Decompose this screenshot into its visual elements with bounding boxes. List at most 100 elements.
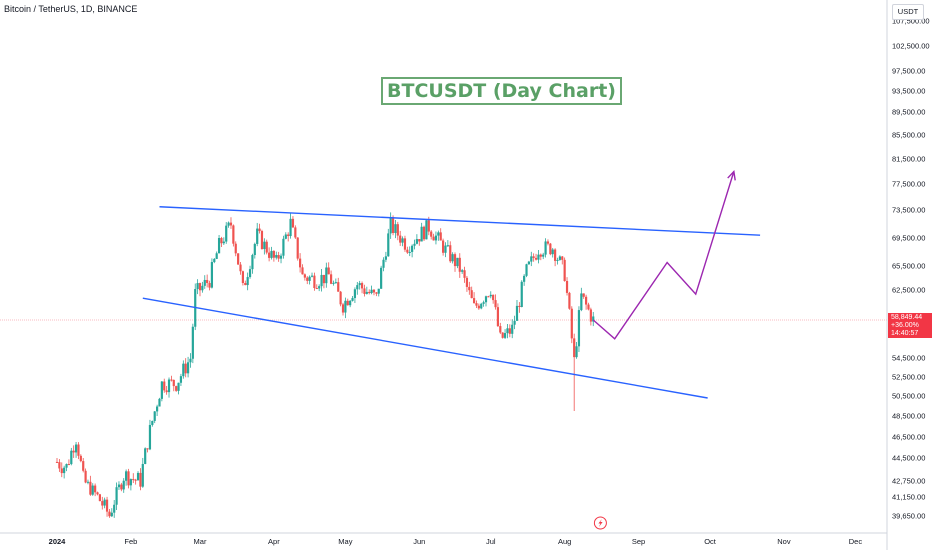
candle xyxy=(539,253,542,261)
price-tick-label: 46,500.00 xyxy=(892,433,925,442)
candle xyxy=(127,468,130,489)
candle xyxy=(403,235,407,252)
candle xyxy=(84,468,87,484)
candle xyxy=(110,508,113,518)
candle xyxy=(580,287,583,312)
candle xyxy=(585,294,588,310)
candle xyxy=(206,274,209,288)
price-tick-label: 69,500.00 xyxy=(892,234,925,243)
candle xyxy=(523,274,526,286)
candle xyxy=(542,252,545,260)
candle xyxy=(411,244,414,258)
candle xyxy=(310,272,314,278)
current-price-badge: 58,849.44 +36.00% 14:40:57 xyxy=(888,313,932,338)
candle xyxy=(513,315,516,330)
candle xyxy=(534,253,538,261)
candle xyxy=(60,462,63,478)
candle xyxy=(153,411,156,424)
candle xyxy=(170,375,173,382)
price-tick-label: 97,500.00 xyxy=(892,67,925,76)
candle xyxy=(108,508,111,518)
price-tick-label: 41,150.00 xyxy=(892,493,925,502)
candle xyxy=(103,497,106,509)
candle xyxy=(484,295,488,307)
lower-trendline[interactable] xyxy=(142,297,708,399)
candle xyxy=(346,298,349,306)
symbol-title[interactable]: Bitcoin / TetherUS, 1D, BINANCE xyxy=(4,4,138,14)
candle xyxy=(232,224,235,247)
candle xyxy=(241,270,244,286)
candle xyxy=(210,258,214,289)
candle xyxy=(163,378,166,393)
candle xyxy=(363,284,366,297)
candle xyxy=(546,239,550,246)
candle xyxy=(327,262,330,275)
candle xyxy=(492,294,495,304)
current-price: 58,849.44 xyxy=(891,314,923,321)
candle xyxy=(315,284,318,290)
candle xyxy=(329,270,333,285)
candle xyxy=(248,265,252,279)
candle xyxy=(461,268,464,274)
candle xyxy=(399,230,402,246)
candle xyxy=(325,262,328,288)
candle xyxy=(573,333,576,411)
candle xyxy=(113,500,116,518)
candle xyxy=(222,237,225,246)
candle xyxy=(456,257,459,269)
candle xyxy=(105,496,109,517)
time-tick-label: 2024 xyxy=(49,537,67,546)
price-tick-label: 77,500.00 xyxy=(892,180,925,189)
candle xyxy=(494,294,497,310)
upper-trendline[interactable] xyxy=(159,206,761,236)
candle xyxy=(520,280,523,308)
candle xyxy=(263,238,266,255)
candle xyxy=(360,281,364,294)
candle xyxy=(420,222,423,242)
candle xyxy=(396,221,399,241)
candle xyxy=(480,302,483,310)
price-tick-label: 93,500.00 xyxy=(892,87,925,96)
candle xyxy=(91,483,94,496)
lightning-circle-icon[interactable] xyxy=(593,516,607,530)
price-tick-label: 48,500.00 xyxy=(892,412,925,421)
candle xyxy=(117,481,121,491)
candle xyxy=(499,322,502,335)
candle xyxy=(151,420,154,427)
price-tick-label: 85,500.00 xyxy=(892,131,925,140)
candle xyxy=(139,468,142,491)
price-tick-label: 89,500.00 xyxy=(892,108,925,117)
candle xyxy=(196,279,199,295)
candle xyxy=(577,306,581,352)
candle xyxy=(372,289,376,296)
candle xyxy=(289,213,292,239)
candle xyxy=(125,469,128,486)
candle xyxy=(282,235,285,259)
candle xyxy=(592,311,595,327)
projection-path[interactable] xyxy=(592,171,735,340)
candle xyxy=(291,216,295,228)
candle xyxy=(358,280,361,290)
candle xyxy=(144,447,147,465)
candle xyxy=(167,377,171,398)
candle xyxy=(506,323,509,339)
candle xyxy=(551,247,554,258)
candle xyxy=(439,228,442,241)
candle xyxy=(332,280,335,286)
candle xyxy=(487,295,490,298)
candle xyxy=(558,255,561,261)
time-tick-label: May xyxy=(338,537,352,546)
candle xyxy=(339,290,342,307)
candle xyxy=(380,265,383,289)
candle xyxy=(253,242,256,259)
candle xyxy=(434,231,438,245)
currency-badge[interactable]: USDT xyxy=(892,4,924,20)
candle xyxy=(306,276,309,285)
candle xyxy=(132,473,135,484)
candle xyxy=(556,257,559,265)
candle xyxy=(246,272,249,291)
candle xyxy=(503,329,507,340)
time-tick-label: Dec xyxy=(849,537,863,546)
candle xyxy=(134,478,137,485)
